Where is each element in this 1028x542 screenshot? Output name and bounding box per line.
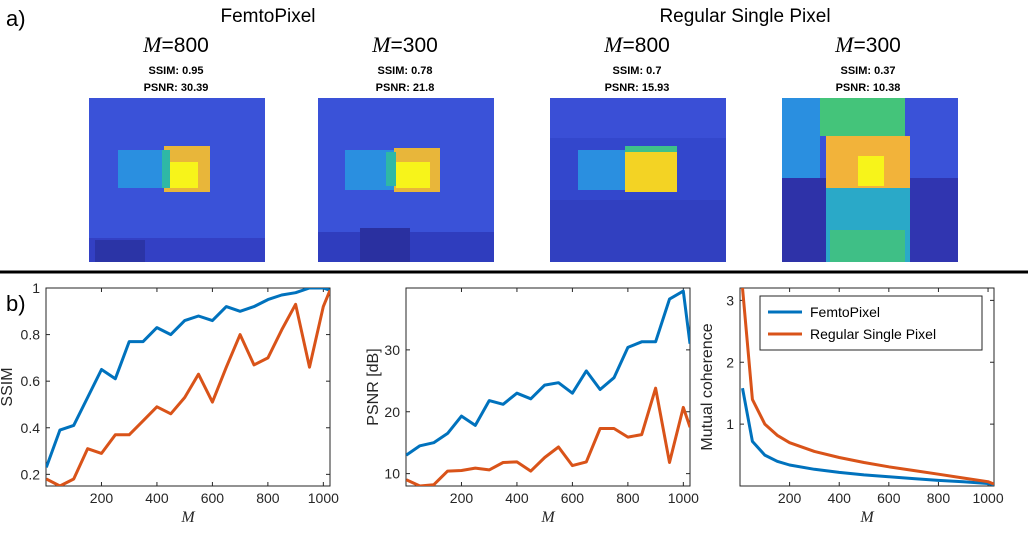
y-tick-label: 10 bbox=[384, 466, 400, 482]
x-tick-label: 1000 bbox=[308, 490, 339, 506]
ssim-label: SSIM: 0.7 bbox=[613, 65, 662, 77]
ssim-label: SSIM: 0.37 bbox=[840, 65, 895, 77]
legend: FemtoPixel Regular Single Pixel bbox=[759, 295, 983, 351]
y-tick-label: 1 bbox=[726, 416, 734, 432]
chart-1: 200 400 600 800 1000 0.2 0.4 0.6 0.8 1 M SSIM bbox=[0, 280, 339, 526]
chart-3: 200 400 600 800 1000 1 2 3 M Mutual coherence Femt… bbox=[699, 287, 1004, 526]
image-header-3: M=800 SSIM: 0.7 PSNR: 15.93 bbox=[603, 32, 670, 94]
series-line-femtopixel bbox=[406, 289, 690, 457]
x-tick-label: 800 bbox=[616, 490, 640, 506]
legend-box bbox=[759, 295, 983, 351]
y-tick-label: 30 bbox=[384, 342, 400, 358]
legend-entry: Regular Single Pixel bbox=[810, 326, 936, 342]
panel-b-label: b) bbox=[6, 291, 26, 316]
x-tick-label: 400 bbox=[505, 490, 529, 506]
svg-text:M=300: M=300 bbox=[834, 32, 901, 57]
reconstruction-image-2 bbox=[318, 98, 494, 262]
charts-group: 200 400 600 800 1000 0.2 0.4 0.6 0.8 1 M SSIM 200 400… bbox=[0, 280, 1004, 526]
series-line-regular-single-pixel bbox=[741, 288, 994, 486]
x-tick-label: 1000 bbox=[668, 490, 699, 506]
x-tick-label: 800 bbox=[927, 490, 951, 506]
m-value: =800 bbox=[162, 34, 209, 57]
x-tick-label: 200 bbox=[450, 490, 474, 506]
y-axis-label: SSIM bbox=[0, 367, 16, 406]
m-value: =800 bbox=[623, 34, 670, 57]
series-line-femtopixel bbox=[741, 387, 994, 486]
psnr-label: PSNR: 10.38 bbox=[836, 82, 901, 94]
m-symbol: M bbox=[142, 32, 163, 57]
x-axis-label: M bbox=[859, 509, 875, 526]
x-tick-label: 600 bbox=[877, 490, 901, 506]
y-tick-label: 3 bbox=[726, 292, 734, 308]
y-tick-label: 20 bbox=[384, 404, 400, 420]
m-value: =300 bbox=[854, 34, 901, 57]
group-title-femtopixel: FemtoPixel bbox=[220, 6, 315, 27]
plot-area bbox=[405, 287, 691, 487]
x-tick-label: 800 bbox=[256, 490, 280, 506]
series-line-regular-single-pixel bbox=[406, 386, 690, 486]
x-axis-label: M bbox=[180, 509, 196, 526]
psnr-label: PSNR: 30.39 bbox=[144, 82, 209, 94]
y-tick-label: 1 bbox=[32, 280, 40, 296]
ssim-label: SSIM: 0.78 bbox=[377, 65, 432, 77]
reconstruction-image-3 bbox=[550, 98, 726, 262]
psnr-label: PSNR: 15.93 bbox=[605, 82, 670, 94]
y-axis-label: Mutual coherence bbox=[699, 323, 716, 450]
y-tick-label: 0.6 bbox=[21, 373, 41, 389]
y-tick-label: 2 bbox=[726, 354, 734, 370]
x-axis-label: M bbox=[540, 509, 556, 526]
x-tick-label: 400 bbox=[145, 490, 169, 506]
group-title-regular: Regular Single Pixel bbox=[659, 6, 830, 27]
x-tick-label: 200 bbox=[778, 490, 802, 506]
x-tick-label: 1000 bbox=[972, 490, 1003, 506]
svg-text:M=800: M=800 bbox=[142, 32, 209, 57]
m-value: =300 bbox=[391, 34, 438, 57]
reconstruction-image-1 bbox=[89, 98, 265, 262]
y-tick-label: 0.2 bbox=[21, 466, 41, 482]
x-tick-label: 200 bbox=[90, 490, 114, 506]
image-header-4: M=300 SSIM: 0.37 PSNR: 10.38 bbox=[834, 32, 901, 94]
y-axis-label: PSNR [dB] bbox=[365, 348, 382, 425]
m-symbol: M bbox=[834, 32, 855, 57]
series-line-regular-single-pixel bbox=[46, 289, 330, 486]
legend-entry: FemtoPixel bbox=[810, 304, 880, 320]
m-symbol: M bbox=[371, 32, 392, 57]
y-tick-label: 0.8 bbox=[21, 327, 41, 343]
image-header-2: M=300 SSIM: 0.78 PSNR: 21.8 bbox=[371, 32, 438, 94]
chart-2: 200 400 600 800 1000 10 20 30 M PSNR [dB] bbox=[365, 287, 699, 526]
svg-text:M=800: M=800 bbox=[603, 32, 670, 57]
reconstruction-image-4 bbox=[782, 98, 958, 262]
x-tick-label: 400 bbox=[828, 490, 852, 506]
m-symbol: M bbox=[603, 32, 624, 57]
x-tick-label: 600 bbox=[561, 490, 585, 506]
ssim-label: SSIM: 0.95 bbox=[148, 65, 203, 77]
image-header-1: M=800 SSIM: 0.95 PSNR: 30.39 bbox=[142, 32, 209, 94]
svg-text:M=300: M=300 bbox=[371, 32, 438, 57]
y-tick-label: 0.4 bbox=[21, 420, 41, 436]
x-tick-label: 600 bbox=[201, 490, 225, 506]
panel-a-label: a) bbox=[6, 6, 26, 31]
series-line-femtopixel bbox=[46, 288, 330, 468]
psnr-label: PSNR: 21.8 bbox=[376, 82, 435, 94]
